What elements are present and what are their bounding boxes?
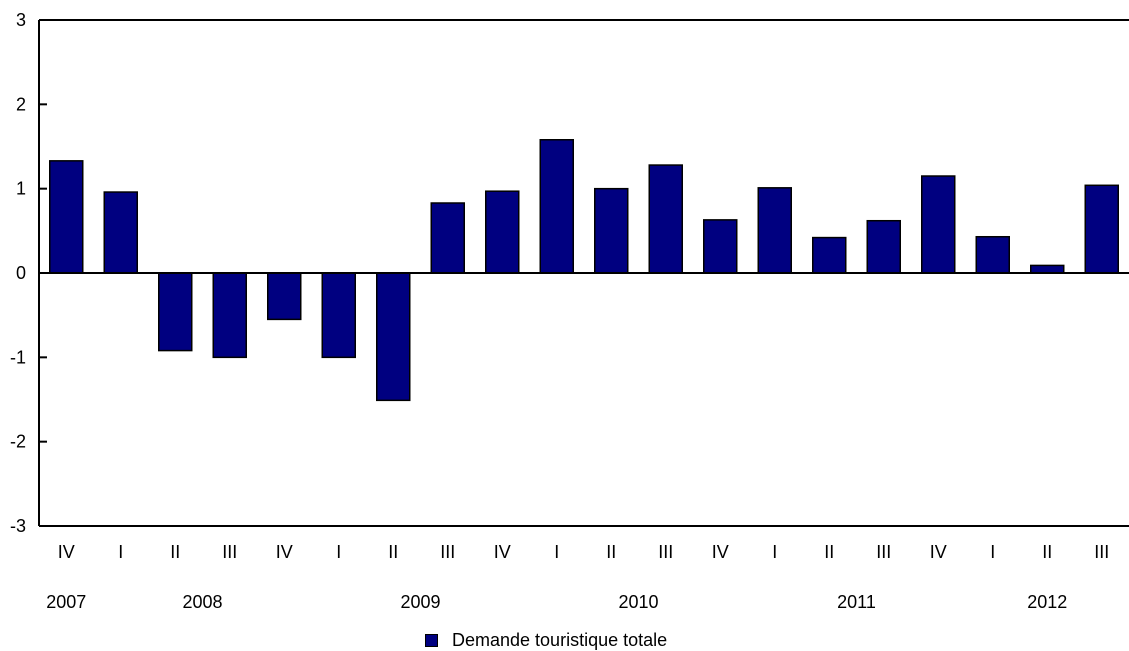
y-tick-label: -1 (10, 347, 26, 367)
x-tick-label: IV (494, 542, 511, 562)
bar (1030, 264, 1065, 274)
bar (485, 190, 520, 274)
x-tick-label: II (606, 542, 616, 562)
year-label: 2012 (1027, 592, 1067, 612)
y-tick-label: 2 (16, 94, 26, 114)
y-tick-label: 0 (16, 263, 26, 283)
year-label: 2010 (618, 592, 658, 612)
x-tick-label: IV (58, 542, 75, 562)
x-tick-label: I (772, 542, 777, 562)
x-axis-quarter-labels: IV I II III IV I II III IV I II III IV I II III IV I II III (58, 542, 1110, 562)
axes (38, 19, 1129, 527)
x-tick-label: IV (712, 542, 729, 562)
x-tick-label: II (170, 542, 180, 562)
bar (1084, 184, 1119, 274)
bar (267, 272, 302, 321)
y-tick-label: 3 (16, 10, 26, 30)
bar (703, 219, 738, 274)
bar (103, 191, 138, 274)
bar (975, 235, 1010, 274)
bar (757, 187, 792, 274)
bar (212, 272, 247, 359)
legend: Demande touristique totale (425, 630, 667, 650)
year-label: 2007 (46, 592, 86, 612)
y-tick-label: -2 (10, 432, 26, 452)
bar (866, 219, 901, 274)
y-tick-label: 1 (16, 179, 26, 199)
legend-swatch (425, 633, 438, 647)
x-tick-label: II (824, 542, 834, 562)
x-tick-label: I (336, 542, 341, 562)
legend-label: Demande touristique totale (452, 629, 668, 650)
bars (49, 139, 1119, 402)
x-tick-label: III (222, 542, 237, 562)
year-label: 2011 (837, 592, 876, 612)
x-tick-label: III (440, 542, 455, 562)
bar (812, 236, 847, 274)
bar (321, 272, 356, 359)
x-tick-label: IV (276, 542, 293, 562)
year-label: 2009 (400, 592, 440, 612)
bar (539, 139, 574, 274)
x-tick-label: I (554, 542, 559, 562)
bar (921, 175, 956, 274)
bar (376, 272, 411, 402)
x-tick-label: III (876, 542, 891, 562)
x-axis-year-labels: 2007 2008 2009 2010 2011 2012 (46, 592, 1067, 612)
bar (648, 164, 683, 274)
y-tick-label: -3 (10, 516, 26, 536)
x-tick-label: IV (930, 542, 947, 562)
bar (158, 272, 193, 352)
x-tick-label: III (658, 542, 673, 562)
x-tick-label: II (388, 542, 398, 562)
x-tick-label: II (1042, 542, 1052, 562)
x-tick-label: I (118, 542, 123, 562)
x-tick-label: I (990, 542, 995, 562)
year-label: 2008 (182, 592, 222, 612)
bar (430, 202, 465, 274)
x-tick-label: III (1094, 542, 1109, 562)
bar (594, 187, 629, 274)
bar (49, 160, 84, 274)
